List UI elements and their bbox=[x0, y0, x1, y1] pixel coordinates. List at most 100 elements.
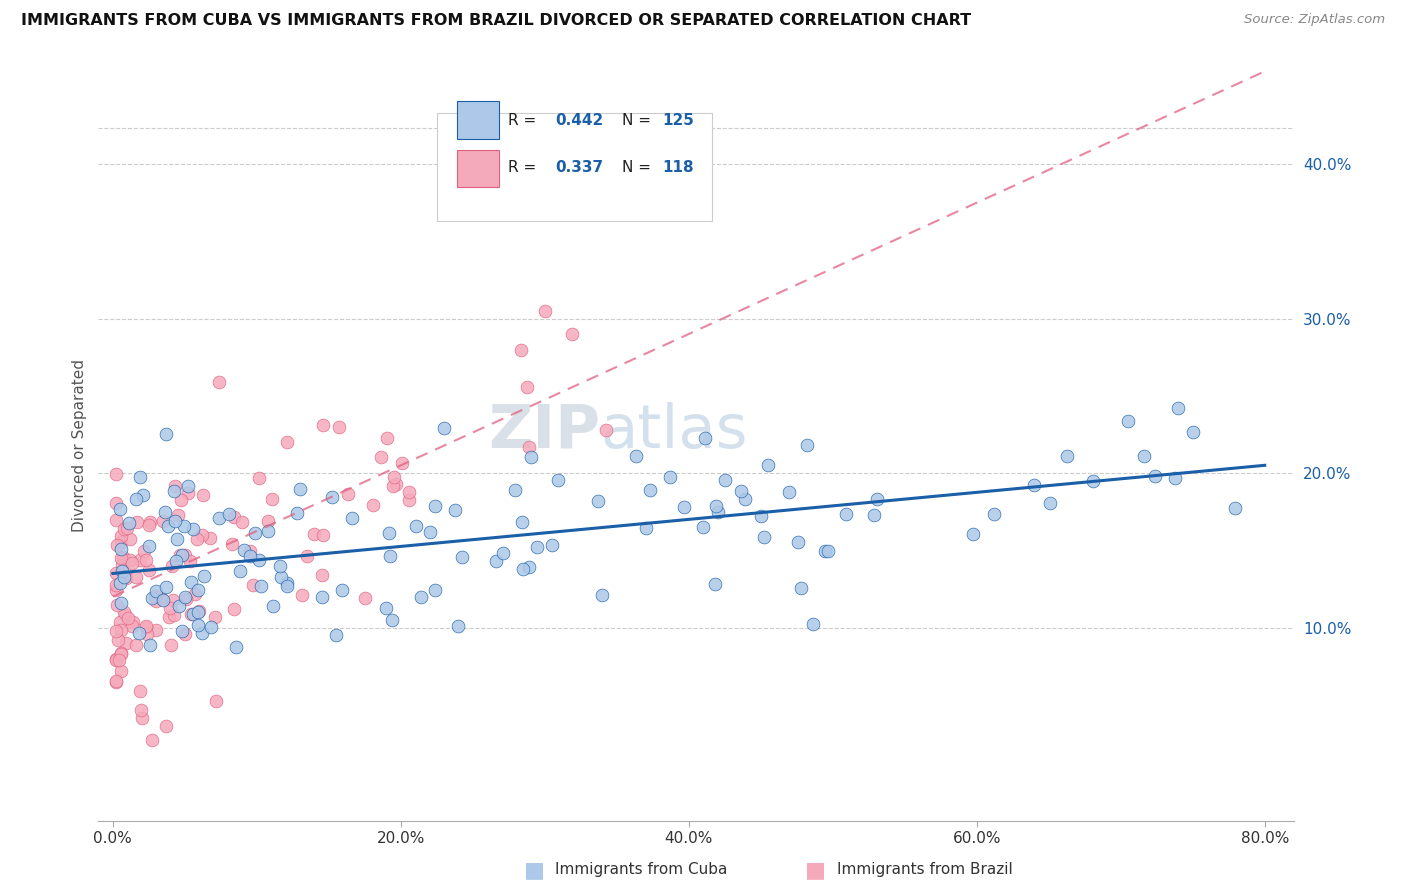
Point bbox=[295, 549, 318, 563]
Point bbox=[291, 589, 314, 603]
Point bbox=[270, 570, 292, 584]
FancyBboxPatch shape bbox=[437, 112, 711, 221]
Point bbox=[114, 635, 136, 649]
Point bbox=[108, 653, 131, 667]
Point bbox=[139, 638, 162, 652]
Point bbox=[128, 553, 150, 567]
Point bbox=[112, 522, 135, 536]
Point bbox=[290, 482, 312, 496]
Text: IMMIGRANTS FROM CUBA VS IMMIGRANTS FROM BRAZIL DIVORCED OR SEPARATED CORRELATION: IMMIGRANTS FROM CUBA VS IMMIGRANTS FROM … bbox=[21, 13, 972, 29]
Point bbox=[110, 541, 132, 556]
Point bbox=[786, 535, 808, 549]
Point bbox=[136, 627, 159, 641]
Point bbox=[247, 470, 270, 484]
Point bbox=[104, 674, 127, 689]
Point bbox=[167, 508, 190, 522]
Point bbox=[122, 615, 145, 629]
Point bbox=[866, 492, 889, 507]
Point bbox=[110, 647, 132, 661]
Text: atlas: atlas bbox=[600, 401, 748, 460]
Point bbox=[862, 508, 884, 522]
Point bbox=[104, 467, 127, 481]
Point bbox=[108, 502, 131, 516]
Point bbox=[673, 500, 696, 515]
Point bbox=[321, 490, 343, 504]
Point bbox=[138, 539, 160, 553]
Point bbox=[110, 529, 132, 543]
Point bbox=[132, 544, 155, 558]
Point bbox=[247, 552, 270, 566]
Point bbox=[205, 694, 228, 708]
Point bbox=[120, 553, 142, 567]
Point bbox=[520, 450, 543, 464]
Point bbox=[391, 456, 413, 470]
Point bbox=[121, 557, 143, 571]
Point bbox=[159, 600, 181, 615]
Point bbox=[330, 583, 353, 598]
Point bbox=[714, 473, 737, 487]
Point bbox=[1056, 450, 1078, 464]
Point bbox=[405, 519, 427, 533]
Point bbox=[1181, 425, 1204, 440]
Point bbox=[110, 664, 132, 678]
Point bbox=[634, 521, 657, 535]
Point bbox=[104, 675, 127, 690]
Point bbox=[163, 484, 186, 499]
Point bbox=[162, 558, 184, 573]
Point bbox=[730, 484, 752, 499]
Point bbox=[111, 558, 134, 572]
Point bbox=[485, 554, 508, 568]
Point bbox=[243, 525, 266, 540]
Text: ■: ■ bbox=[524, 860, 544, 880]
Text: 118: 118 bbox=[662, 160, 695, 175]
Point bbox=[1022, 478, 1045, 492]
Point bbox=[257, 514, 280, 528]
Point bbox=[817, 543, 839, 558]
Point bbox=[638, 483, 661, 497]
Point bbox=[411, 590, 433, 604]
Point bbox=[262, 599, 284, 613]
Point bbox=[110, 646, 132, 660]
Point bbox=[835, 507, 858, 521]
Point bbox=[218, 507, 240, 521]
Point bbox=[105, 538, 128, 552]
Point bbox=[150, 591, 173, 606]
Text: 0.442: 0.442 bbox=[555, 112, 603, 128]
Point bbox=[181, 522, 204, 536]
Point bbox=[311, 590, 333, 604]
Point bbox=[381, 613, 404, 627]
Point bbox=[131, 711, 153, 725]
Point bbox=[155, 580, 177, 594]
Point bbox=[125, 570, 148, 584]
Point bbox=[378, 549, 401, 564]
Point bbox=[145, 624, 167, 638]
Point bbox=[187, 582, 209, 597]
Text: 0.337: 0.337 bbox=[555, 160, 603, 175]
Point bbox=[191, 528, 214, 542]
Point bbox=[110, 535, 132, 549]
Point bbox=[104, 512, 127, 526]
Point bbox=[173, 548, 195, 562]
Point bbox=[187, 604, 209, 618]
Point bbox=[135, 620, 157, 634]
Point bbox=[433, 421, 456, 435]
Point bbox=[447, 619, 470, 633]
Point bbox=[104, 651, 127, 665]
Point bbox=[756, 458, 779, 472]
Point bbox=[170, 493, 193, 508]
Point bbox=[145, 584, 167, 599]
Bar bbox=[457, 102, 499, 139]
Point bbox=[693, 432, 716, 446]
Point bbox=[221, 537, 243, 551]
Point bbox=[224, 602, 246, 616]
Text: Immigrants from Brazil: Immigrants from Brazil bbox=[837, 863, 1012, 877]
Point bbox=[443, 503, 465, 517]
Point bbox=[541, 538, 564, 552]
Point bbox=[112, 550, 135, 565]
Point bbox=[790, 581, 813, 595]
Point bbox=[155, 719, 177, 733]
Point bbox=[353, 591, 375, 605]
Point bbox=[419, 524, 441, 539]
Point bbox=[105, 599, 128, 613]
Point bbox=[135, 619, 157, 633]
